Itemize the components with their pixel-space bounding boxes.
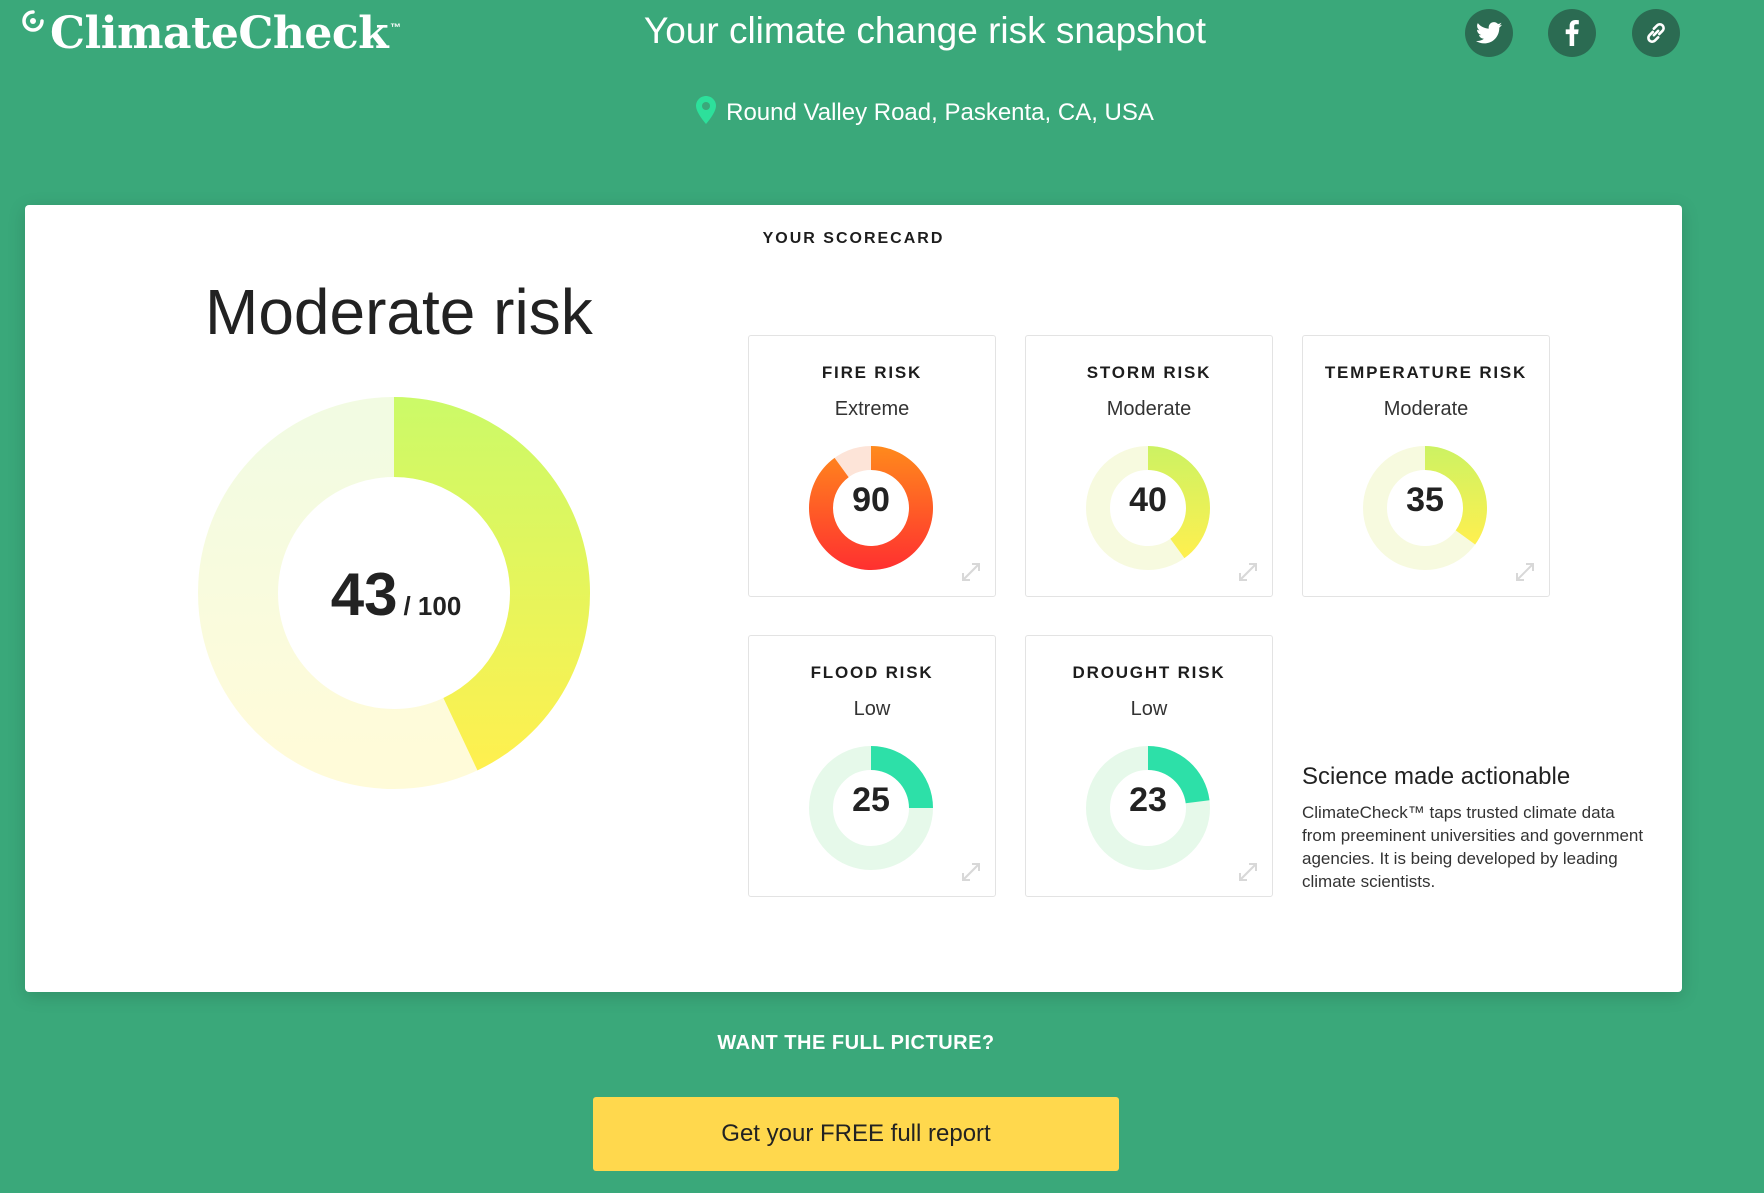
tile-level: Moderate [1383, 398, 1469, 420]
ring-arc [1148, 446, 1210, 559]
overall-score: 43/ 100 [198, 560, 594, 629]
storm-risk-ring [1086, 446, 1210, 570]
twitter-icon [1476, 22, 1502, 44]
get-full-report-button[interactable]: Get your FREE full report [593, 1097, 1119, 1171]
logo-mark-icon [22, 10, 44, 32]
fire-risk-ring [809, 446, 933, 570]
link-icon [1647, 23, 1665, 43]
expand-icon[interactable] [959, 560, 983, 584]
logo-text: ClimateCheck [50, 8, 389, 59]
logo-trademark: ™ [390, 22, 401, 34]
overall-score-max: / 100 [403, 591, 462, 621]
tile-title: FLOOD RISK [810, 663, 934, 682]
tile-score: 23 [1129, 781, 1167, 819]
tile-score: 40 [1129, 481, 1167, 519]
ring-arc [1425, 446, 1487, 545]
facebook-share-button[interactable] [1548, 9, 1596, 57]
scorecard-label: YOUR SCORECARD [762, 230, 945, 247]
drought-risk-tile[interactable]: DROUGHT RISK Low 23 [1025, 635, 1273, 897]
expand-icon[interactable] [1236, 560, 1260, 584]
flood-risk-tile[interactable]: FLOOD RISK Low 25 [748, 635, 996, 897]
scorecard-card: YOUR SCORECARD Moderate risk 43/ 100 FIR… [25, 205, 1682, 992]
tile-title: FIRE RISK [821, 363, 923, 382]
drought-risk-ring [1086, 746, 1210, 870]
ring-arc [871, 746, 933, 808]
tile-score: 25 [852, 781, 890, 819]
overall-score-value: 43 [330, 561, 398, 628]
location-text: Round Valley Road, Paskenta, CA, USA [726, 99, 1154, 126]
expand-icon[interactable] [1236, 860, 1260, 884]
copy-link-button[interactable] [1632, 9, 1680, 57]
fire-risk-tile[interactable]: FIRE RISK Extreme 90 [748, 335, 996, 597]
science-body: ClimateCheck™ taps trusted climate data … [1302, 803, 1644, 891]
tile-level: Extreme [834, 398, 910, 420]
tile-score: 35 [1406, 481, 1444, 519]
ring-arc [1148, 746, 1210, 804]
expand-icon[interactable] [1513, 560, 1537, 584]
temperature-risk-ring [1363, 446, 1487, 570]
tile-title: STORM RISK [1086, 363, 1212, 382]
overall-risk-level: Moderate risk [205, 276, 593, 348]
ring-arc [809, 446, 933, 570]
location-pin-icon [696, 96, 717, 124]
full-picture-prompt: WANT THE FULL PICTURE? [717, 1032, 995, 1054]
science-title: Science made actionable [1302, 763, 1571, 790]
storm-risk-tile[interactable]: STORM RISK Moderate 40 [1025, 335, 1273, 597]
tile-level: Low [1130, 698, 1168, 720]
tile-level: Moderate [1106, 398, 1192, 420]
tile-title: TEMPERATURE RISK [1324, 363, 1528, 382]
flood-risk-ring [809, 746, 933, 870]
facebook-icon [1565, 20, 1579, 46]
twitter-share-button[interactable] [1465, 9, 1513, 57]
expand-icon[interactable] [959, 860, 983, 884]
location: Round Valley Road, Paskenta, CA, USA [0, 96, 1764, 127]
logo[interactable]: ClimateCheck ™ [22, 8, 401, 59]
tile-level: Low [853, 698, 891, 720]
tile-title: DROUGHT RISK [1072, 663, 1226, 682]
overall-score-donut [198, 397, 590, 789]
temperature-risk-tile[interactable]: TEMPERATURE RISK Moderate 35 [1302, 335, 1550, 597]
tile-score: 90 [852, 481, 890, 519]
overall-donut-arc [394, 397, 590, 771]
page-title: Your climate change risk snapshot [643, 10, 1207, 51]
